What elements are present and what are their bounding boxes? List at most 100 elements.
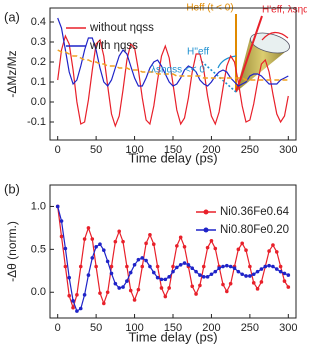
x-tick-label: 250 [241,144,259,156]
legend-marker [203,209,209,215]
x-tick-label: 50 [90,144,102,156]
data-point [163,294,168,299]
data-point [221,264,225,269]
annotation: λsηqss << 0 [151,65,205,76]
data-point [132,298,137,302]
data-point [159,277,164,282]
data-point [248,264,252,269]
data-point [63,264,68,269]
data-point [171,264,175,269]
data-point [201,275,206,279]
data-point [205,275,210,279]
data-point [82,293,87,297]
data-point [71,299,75,303]
data-point [136,257,141,262]
y-axis-label: -ΔMz/Mz [5,50,19,97]
data-point [271,243,275,247]
data-point [151,270,156,275]
data-point [102,248,106,253]
data-point [228,264,233,269]
x-tick-label: 200 [202,322,220,334]
data-point [240,272,244,277]
data-point [263,264,268,269]
data-point [228,281,233,286]
data-point [94,244,98,249]
data-point [90,237,95,241]
data-point [78,264,83,269]
data-point [190,266,195,271]
data-point [67,275,72,280]
legend-marker [203,227,209,233]
y-tick-label: 0.4 [31,16,46,28]
data-point [144,258,148,263]
x-tick-label: 0 [55,322,61,334]
y-tick-label: -0.1 [27,116,46,128]
data-point [71,305,75,310]
annotation: H'eff, λsηqss ≥ 0 [262,5,307,16]
data-point [221,282,225,287]
data-point [282,279,287,283]
data-point [286,273,291,277]
data-point [94,264,98,269]
data-point [186,263,191,267]
plot-frame [49,7,297,141]
data-point [209,272,214,277]
data-point [209,238,214,243]
panel-label: (b) [4,181,20,196]
legend-label: without ηqss [89,22,154,34]
data-point [155,275,160,280]
y-tick-label: 0.2 [31,56,46,68]
data-point [190,284,195,289]
data-point [105,290,110,295]
data-point [182,244,187,249]
data-point [155,264,160,269]
data-point [171,269,175,274]
data-point [274,250,279,254]
data-point [167,275,171,279]
data-point [194,269,198,274]
data-point [140,256,145,260]
data-point [109,271,114,276]
data-point [274,267,279,271]
data-point [255,287,260,291]
data-point [140,264,145,269]
data-point [86,226,91,230]
x-axis-label: Time delay (ps) [128,150,217,165]
trend-line [57,49,289,81]
data-point [167,286,171,290]
data-point [267,263,271,268]
data-point [151,242,156,247]
y-tick-label: 0.1 [31,76,46,88]
data-point [109,264,114,269]
data-point [75,309,79,313]
x-tick-label: 300 [279,144,297,156]
data-point [225,289,229,294]
data-point [244,248,248,253]
series-line [57,34,289,128]
data-point [78,306,83,311]
data-point [198,273,202,277]
annotation: H''eff [187,47,209,58]
data-point [113,239,118,244]
data-point [125,279,129,283]
data-point [55,204,60,209]
data-point [144,241,148,246]
data-point [63,246,68,251]
data-point [136,287,141,292]
data-point [175,265,179,270]
data-point [86,273,91,277]
y-tick-label: 0.5 [31,243,46,255]
figure: (a) -0.1 0.0 0.1 0.2 0.3 0.4 0 50 100 150 200 250 300… [4,3,307,345]
x-tick-label: 50 [90,322,102,334]
data-point [213,246,218,251]
data-point [132,263,137,267]
x-tick-label: 300 [279,322,297,334]
data-point [259,280,264,284]
legend-label: Ni0.80Fe0.20 [220,224,289,236]
x-tick-label: 250 [241,322,259,334]
data-point [267,249,271,253]
x-tick-label: 100 [125,144,143,156]
data-point [251,281,256,285]
data-point [59,234,64,239]
data-point [205,245,210,250]
